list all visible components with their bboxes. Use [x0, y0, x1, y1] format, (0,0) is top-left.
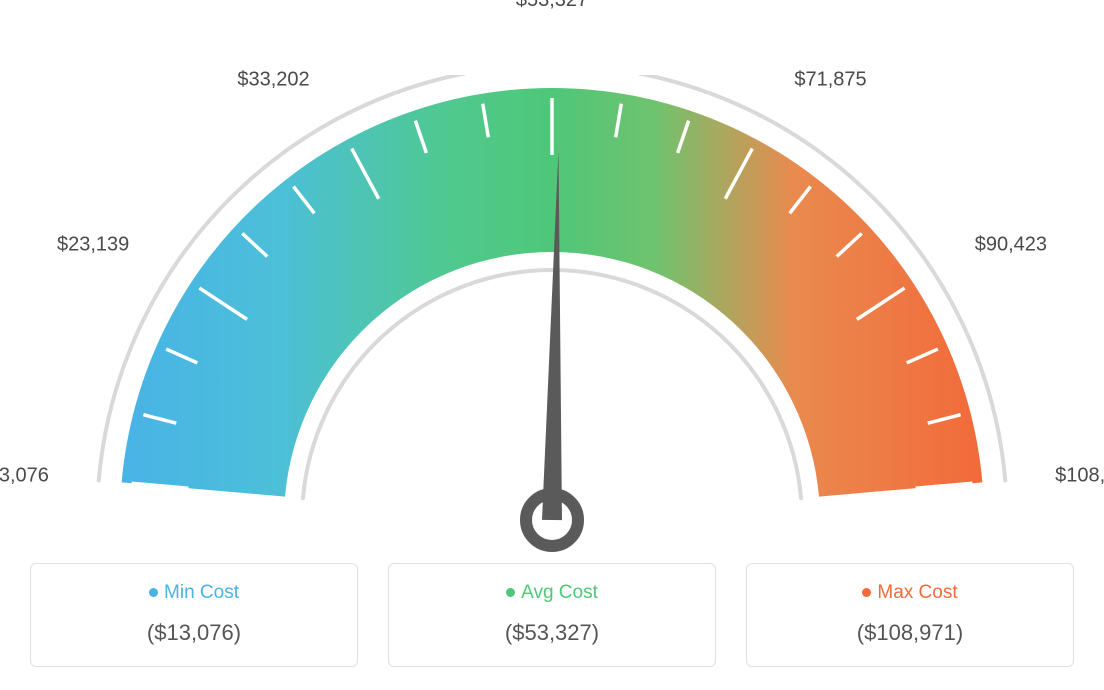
legend-title: Max Cost	[757, 582, 1063, 604]
legend-title-text: Max Cost	[877, 582, 957, 603]
legend-title: Min Cost	[41, 582, 347, 604]
legend-title: Avg Cost	[399, 582, 705, 604]
gauge-scale-label: $71,875	[794, 68, 866, 91]
legend-dot-icon	[862, 588, 871, 597]
legend-value: ($108,971)	[757, 620, 1063, 646]
gauge-scale-label: $13,076	[0, 465, 49, 488]
gauge-scale-label: $53,327	[516, 0, 588, 12]
gauge-scale-label: $108,971	[1055, 465, 1104, 488]
gauge-chart-container: $13,076 $23,139 $33,202 $53,327 $71,875 $90,4…	[0, 0, 1104, 690]
legend-dot-icon	[149, 588, 158, 597]
gauge-scale-label: $33,202	[237, 68, 309, 91]
legend-box: Avg Cost ($53,327)	[388, 563, 716, 667]
legend-title-text: Min Cost	[164, 582, 239, 603]
legend-box: Min Cost ($13,076)	[30, 563, 358, 667]
legend-title-text: Avg Cost	[521, 582, 598, 603]
gauge-scale-label: $23,139	[57, 234, 129, 257]
gauge-scale-label: $90,423	[975, 234, 1047, 257]
legend-value: ($53,327)	[399, 620, 705, 646]
gauge-svg	[0, 75, 1104, 615]
legend-dot-icon	[506, 588, 515, 597]
gauge-area: $13,076 $23,139 $33,202 $53,327 $71,875 $90,4…	[0, 0, 1104, 540]
legend-row: Min Cost ($13,076) Avg Cost ($53,327) Max Co…	[0, 563, 1104, 667]
legend-value: ($13,076)	[41, 620, 347, 646]
legend-box: Max Cost ($108,971)	[746, 563, 1074, 667]
